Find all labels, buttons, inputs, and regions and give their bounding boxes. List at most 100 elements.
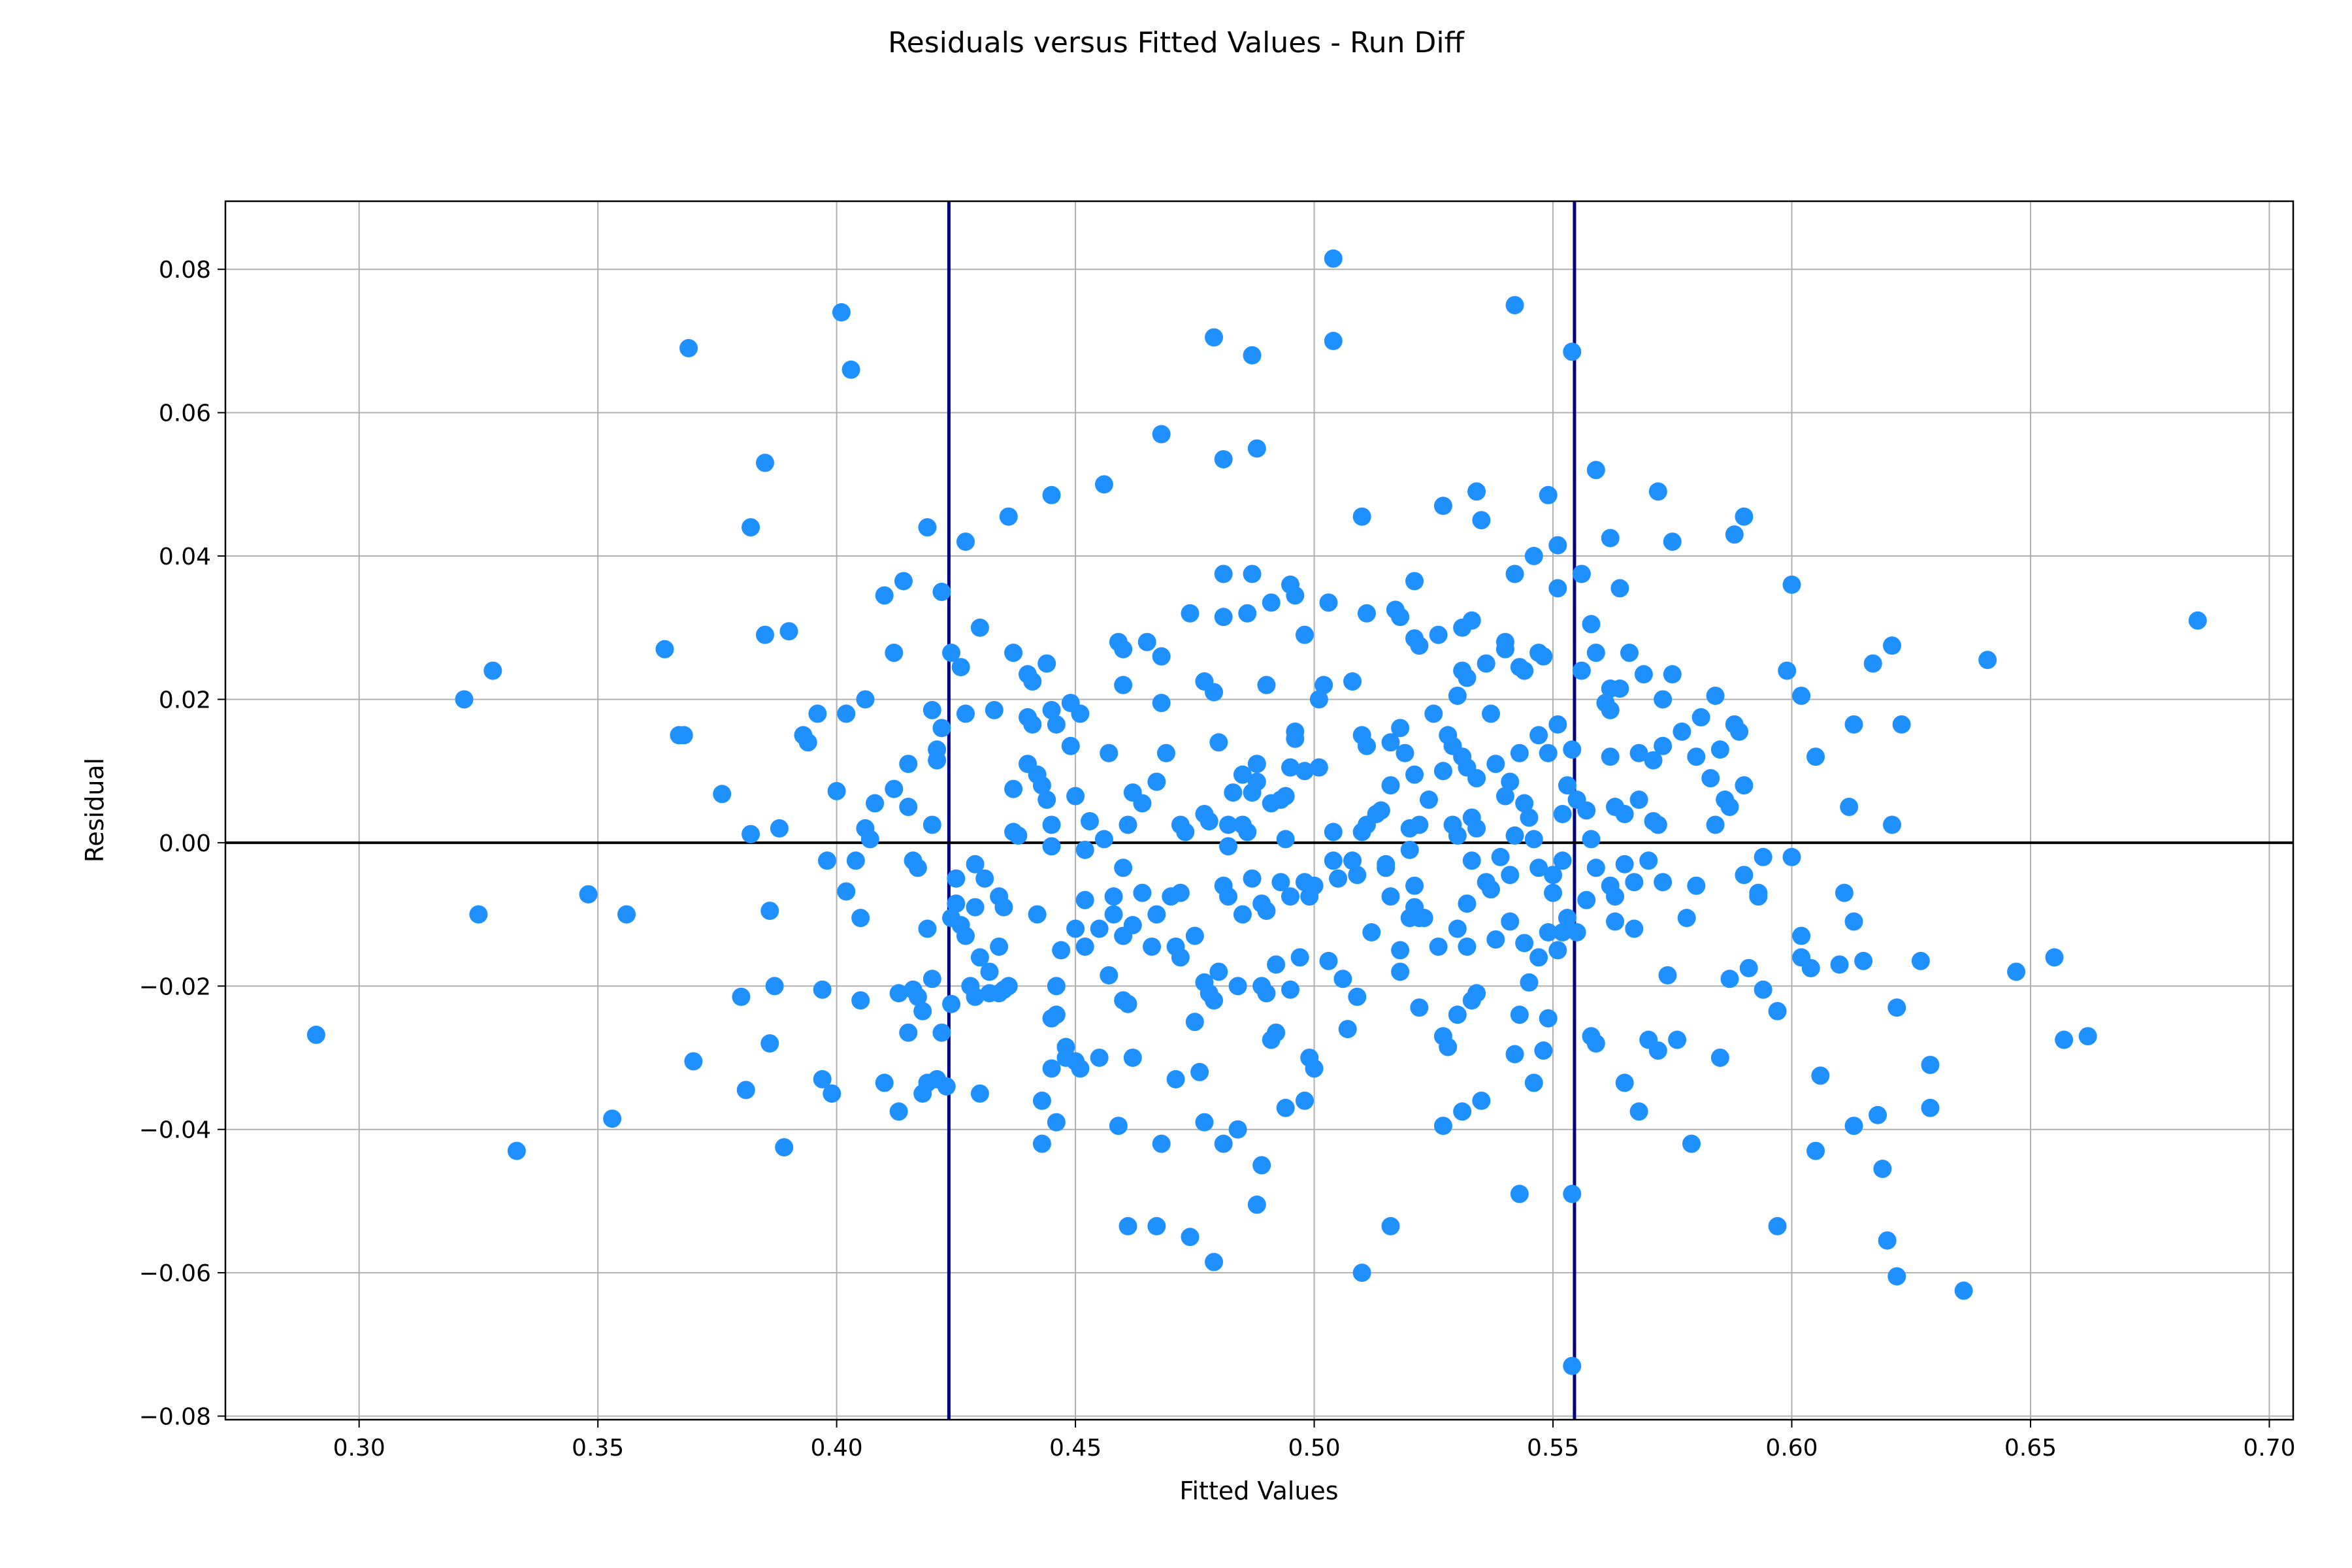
data-point <box>1534 1041 1553 1060</box>
data-point <box>966 987 985 1006</box>
data-point <box>932 582 951 601</box>
data-point <box>832 303 851 322</box>
data-point <box>1352 507 1371 526</box>
data-point <box>1639 851 1658 870</box>
data-point <box>860 830 879 849</box>
data-point <box>1663 532 1682 551</box>
data-point <box>1276 787 1295 806</box>
data-point <box>1152 425 1171 444</box>
data-point <box>1524 547 1543 566</box>
data-point <box>1276 830 1295 849</box>
data-point <box>1735 507 1754 526</box>
data-point <box>1558 909 1576 928</box>
data-point <box>970 618 989 637</box>
data-point <box>2188 611 2207 630</box>
data-point <box>1104 905 1123 924</box>
data-point <box>1720 798 1739 817</box>
data-point <box>1023 715 1042 734</box>
data-point <box>1501 912 1520 931</box>
data-point <box>1119 994 1137 1013</box>
data-point <box>1410 998 1429 1017</box>
data-point <box>1137 632 1156 651</box>
data-point <box>1515 661 1534 680</box>
data-point <box>742 518 760 537</box>
data-point <box>1792 926 1811 945</box>
data-point <box>885 779 904 798</box>
data-point <box>1782 575 1801 594</box>
data-point <box>908 987 927 1006</box>
x-tick-label: 0.60 <box>1765 1435 1818 1462</box>
data-point <box>808 704 827 723</box>
data-point <box>1854 951 1873 970</box>
data-point <box>899 755 918 774</box>
data-point <box>1806 747 1825 766</box>
x-axis-label: Fitted Values <box>1179 1477 1338 1505</box>
data-point <box>1324 823 1343 841</box>
data-point <box>1501 866 1520 885</box>
data-point <box>1577 801 1596 820</box>
x-tick-label: 0.45 <box>1049 1435 1102 1462</box>
data-point <box>1548 941 1567 960</box>
data-point <box>1563 740 1582 759</box>
data-point <box>1209 962 1228 981</box>
data-point <box>1075 937 1094 956</box>
data-point <box>306 1025 325 1044</box>
data-point <box>1133 883 1152 902</box>
data-point <box>956 704 975 723</box>
data-point <box>1338 1020 1357 1039</box>
data-point <box>1615 1073 1634 1092</box>
x-tick-label: 0.70 <box>2243 1435 2295 1462</box>
data-point <box>1100 743 1119 762</box>
data-point <box>1281 887 1300 906</box>
data-point <box>1257 902 1276 921</box>
data-point <box>913 1002 932 1021</box>
data-point <box>1119 1217 1137 1235</box>
data-point <box>1032 1134 1051 1153</box>
data-point <box>980 962 999 981</box>
data-point <box>1267 955 1286 974</box>
data-point <box>1448 826 1467 845</box>
data-point <box>1524 830 1543 849</box>
data-point <box>1710 1048 1729 1067</box>
data-point <box>1190 1062 1209 1081</box>
data-point <box>1720 970 1739 988</box>
data-point <box>1735 776 1754 795</box>
data-point <box>1247 772 1266 791</box>
data-point <box>1486 930 1505 949</box>
data-point <box>975 869 994 888</box>
data-point <box>1181 604 1200 623</box>
data-point <box>1863 654 1882 673</box>
data-point <box>813 1070 832 1088</box>
x-tick-label: 0.40 <box>811 1435 863 1462</box>
data-point <box>1887 1267 1906 1286</box>
reference-lines <box>225 201 2293 1420</box>
data-point <box>875 586 894 605</box>
data-point <box>765 977 784 996</box>
x-axis-ticks: 0.30 0.35 0.40 0.45 0.50 0.55 0.60 0.65 0.70 <box>333 1420 2296 1462</box>
data-point <box>1319 593 1338 612</box>
data-point <box>1706 815 1725 834</box>
data-point <box>1582 830 1601 849</box>
data-point <box>1629 1102 1648 1121</box>
data-point <box>1658 966 1677 985</box>
data-point <box>1629 743 1648 762</box>
y-tick-label: −0.02 <box>139 973 211 1000</box>
data-point <box>1648 815 1667 834</box>
data-point <box>1252 1156 1271 1175</box>
data-point <box>1405 765 1424 784</box>
data-point <box>966 855 985 874</box>
data-point <box>1687 876 1706 895</box>
data-point <box>1610 579 1629 598</box>
data-point <box>1673 722 1691 741</box>
data-point <box>999 977 1018 996</box>
data-point <box>1257 676 1276 694</box>
data-point <box>1381 1217 1400 1235</box>
data-point <box>1209 733 1228 752</box>
data-point <box>1257 984 1276 1003</box>
data-point <box>1037 791 1056 809</box>
data-point <box>760 902 779 921</box>
data-point <box>1181 1228 1200 1247</box>
data-point <box>875 1073 894 1092</box>
data-point <box>956 926 975 945</box>
